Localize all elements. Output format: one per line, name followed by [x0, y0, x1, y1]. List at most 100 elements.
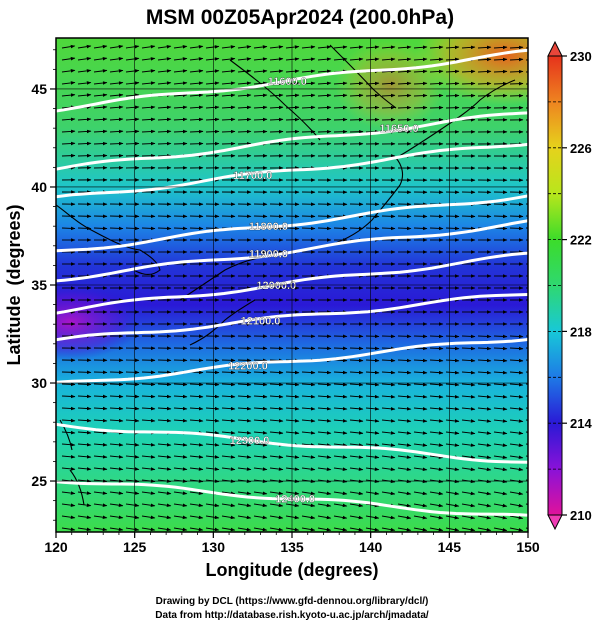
wind-vector	[93, 467, 108, 471]
wind-vector	[157, 406, 172, 411]
wind-vector	[189, 57, 204, 61]
wind-vector	[253, 527, 268, 532]
wind-vector	[397, 105, 412, 110]
wind-vector	[381, 443, 396, 447]
wind-vector	[413, 467, 428, 472]
wind-vector	[253, 394, 268, 399]
wind-vector	[317, 105, 332, 110]
wind-vector	[77, 117, 92, 122]
wind-vector	[189, 491, 204, 495]
wind-vector	[429, 226, 444, 231]
wind-vector	[93, 129, 108, 134]
wind-vector	[477, 81, 492, 86]
wind-vector	[237, 406, 252, 411]
wind-vector	[461, 69, 476, 74]
wind-vector	[445, 467, 460, 472]
wind-vector	[397, 226, 412, 231]
wind-vector	[269, 515, 284, 520]
wind-vector	[461, 93, 476, 98]
wind-vector	[429, 358, 444, 363]
wind-vector	[477, 419, 492, 423]
wind-vector	[445, 358, 460, 363]
wind-vector	[125, 418, 140, 423]
wind-vector	[349, 431, 364, 435]
wind-vector	[253, 503, 268, 508]
wind-vector	[493, 443, 508, 447]
wind-vector	[253, 515, 268, 520]
wind-vector	[141, 443, 156, 447]
wind-vector	[493, 395, 508, 399]
wind-vector	[141, 69, 156, 73]
wind-vector	[157, 45, 172, 49]
wind-vector	[237, 503, 252, 508]
contour-label: 11600.0	[268, 76, 307, 88]
y-tick-label: 25	[31, 473, 47, 489]
colorbar-tick-label: 210	[570, 508, 592, 523]
wind-vector	[477, 358, 492, 363]
wind-vector	[509, 382, 524, 387]
wind-vector	[269, 45, 284, 49]
wind-vector	[413, 334, 428, 339]
wind-vector	[429, 491, 444, 496]
wind-vector	[317, 69, 332, 74]
wind-vector	[333, 467, 348, 471]
wind-vector	[349, 358, 364, 363]
wind-vector	[237, 382, 252, 387]
wind-vector	[237, 129, 252, 134]
wind-vector	[461, 226, 476, 231]
wind-vector	[477, 370, 492, 375]
wind-vector	[237, 117, 252, 122]
wind-vector	[93, 515, 108, 520]
wind-vector	[157, 418, 172, 423]
wind-vector	[365, 370, 380, 375]
wind-vector	[253, 129, 268, 134]
wind-vector	[445, 81, 460, 86]
wind-vector	[205, 418, 220, 423]
wind-vector	[381, 358, 396, 363]
wind-vector	[509, 443, 524, 447]
wind-vector	[429, 455, 444, 459]
wind-vector	[365, 491, 380, 496]
wind-vector	[205, 226, 220, 231]
wind-vector	[125, 93, 140, 97]
wind-vector	[461, 370, 476, 375]
wind-vector	[461, 443, 476, 447]
wind-vector	[269, 57, 284, 61]
wind-vector	[141, 81, 156, 85]
wind-vector	[397, 443, 412, 447]
wind-vector	[413, 503, 428, 508]
wind-vector	[317, 45, 332, 49]
wind-vector	[301, 527, 316, 532]
wind-vector	[461, 455, 476, 459]
wind-vector	[157, 455, 172, 459]
wind-vector	[509, 370, 524, 375]
wind-vector	[141, 382, 156, 387]
wind-vector	[365, 419, 380, 423]
wind-vector	[77, 394, 92, 399]
wind-vector	[285, 515, 300, 520]
wind-vector	[509, 503, 524, 508]
wind-vector	[93, 226, 108, 231]
wind-vector	[477, 527, 492, 532]
y-tick-label: 35	[31, 277, 47, 293]
wind-vector	[509, 431, 524, 435]
wind-vector	[205, 382, 220, 387]
wind-vector	[477, 467, 492, 472]
wind-vector	[317, 527, 332, 532]
wind-vector	[381, 382, 396, 387]
wind-vector	[221, 117, 236, 122]
wind-vector	[61, 69, 76, 73]
wind-vector	[61, 394, 76, 399]
wind-vector	[509, 57, 524, 62]
wind-vector	[237, 515, 252, 520]
wind-vector	[189, 226, 204, 231]
wind-vector	[445, 431, 460, 435]
wind-vector	[109, 503, 124, 507]
wind-vector	[461, 527, 476, 532]
wind-vector	[317, 382, 332, 387]
wind-vector	[77, 226, 92, 231]
contour-label: 12300.0	[230, 435, 270, 447]
wind-vector	[349, 394, 364, 399]
wind-vector	[429, 382, 444, 387]
wind-vector	[141, 44, 156, 49]
